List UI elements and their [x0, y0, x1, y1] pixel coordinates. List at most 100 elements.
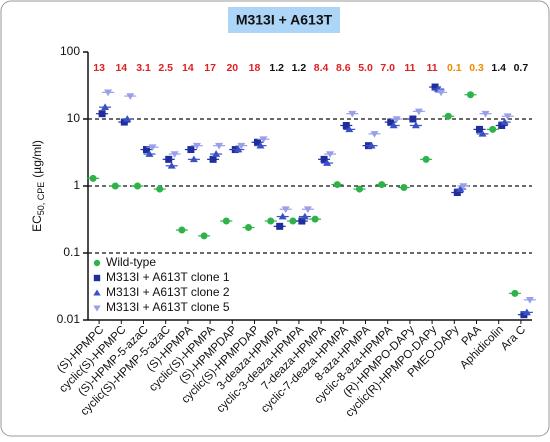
- fold-label: 5.0: [358, 62, 373, 74]
- marker: [134, 182, 141, 190]
- marker: [411, 121, 420, 129]
- marker: [111, 182, 119, 190]
- fold-label: 20: [226, 62, 238, 74]
- fold-label: 11: [427, 62, 438, 74]
- y-tick-label: 10: [67, 111, 81, 125]
- marker: [143, 146, 150, 154]
- marker: [511, 289, 519, 297]
- marker: [209, 155, 217, 163]
- marker: [326, 151, 335, 158]
- marker: [456, 185, 465, 192]
- marker: [387, 118, 395, 126]
- marker: [522, 308, 531, 316]
- marker: [89, 174, 97, 182]
- marker: [281, 206, 290, 214]
- marker: [422, 155, 430, 163]
- fold-label: 7.0: [380, 62, 395, 74]
- marker: [167, 161, 176, 169]
- marker: [437, 89, 446, 97]
- marker: [500, 118, 509, 125]
- y-tick-label: 0.01: [57, 312, 81, 326]
- fold-label: 13: [93, 62, 105, 74]
- marker: [101, 103, 110, 111]
- marker: [245, 224, 252, 232]
- marker: [453, 188, 461, 196]
- legend-label: Wild-type: [106, 255, 156, 269]
- marker: [323, 159, 332, 166]
- marker: [498, 121, 506, 129]
- marker: [320, 155, 328, 163]
- marker: [212, 150, 221, 157]
- fold-label: 1.2: [292, 62, 307, 74]
- marker: [345, 125, 354, 133]
- marker: [178, 226, 186, 234]
- fold-label: 18: [249, 62, 261, 74]
- marker: [278, 212, 287, 220]
- marker: [431, 83, 439, 91]
- fold-label: 2.5: [158, 62, 173, 74]
- fold-label: 1.4: [491, 62, 506, 74]
- marker: [459, 183, 468, 190]
- marker: [267, 217, 275, 225]
- marker: [148, 144, 157, 152]
- marker: [378, 181, 386, 189]
- marker: [259, 136, 268, 144]
- marker: [478, 130, 487, 137]
- marker: [356, 185, 363, 193]
- marker: [370, 131, 379, 138]
- marker: [120, 118, 128, 126]
- marker: [311, 215, 319, 223]
- fold-label: 0.3: [469, 62, 484, 74]
- marker: [400, 183, 408, 191]
- legend-label: M313I + A613T clone 5: [106, 300, 230, 314]
- marker: [389, 121, 398, 129]
- marker: [444, 112, 452, 120]
- marker: [145, 150, 154, 157]
- fold-label: 0.7: [514, 62, 529, 74]
- marker: [104, 89, 113, 97]
- marker: [476, 125, 483, 133]
- fold-label: 17: [204, 62, 216, 74]
- marker: [467, 91, 474, 99]
- marker: [234, 145, 243, 153]
- marker: [303, 206, 312, 214]
- marker: [481, 110, 490, 118]
- marker: [165, 155, 173, 163]
- marker: [289, 217, 297, 225]
- marker: [200, 232, 208, 240]
- legend-label: M313I + A613T clone 1: [106, 270, 230, 284]
- marker: [256, 141, 265, 149]
- y-tick-label: 100: [60, 44, 80, 58]
- marker: [93, 305, 101, 312]
- marker: [93, 274, 101, 282]
- fold-label: 3.1: [136, 62, 151, 74]
- marker: [215, 142, 224, 150]
- marker: [187, 146, 195, 154]
- marker: [300, 212, 309, 220]
- y-axis-label: EC50, CPE(µg/ml): [30, 140, 46, 232]
- marker: [156, 185, 164, 193]
- marker: [298, 217, 306, 225]
- marker: [525, 297, 534, 304]
- marker: [503, 113, 512, 121]
- marker: [222, 217, 230, 225]
- fold-label: 11: [404, 62, 415, 74]
- fold-label: 0.1: [447, 62, 462, 74]
- fold-label: 1.2: [269, 62, 284, 74]
- y-tick-label: 1: [73, 178, 80, 192]
- marker: [348, 110, 357, 118]
- marker: [414, 108, 423, 116]
- marker: [93, 259, 101, 267]
- marker: [93, 289, 101, 296]
- marker: [276, 222, 284, 230]
- title-box: [228, 7, 340, 33]
- fold-label: 14: [182, 62, 194, 74]
- marker: [254, 138, 261, 146]
- marker: [367, 141, 376, 149]
- marker: [126, 93, 135, 100]
- fold-label: 14: [115, 62, 127, 74]
- fold-label: 8.6: [336, 62, 351, 74]
- marker: [170, 151, 179, 158]
- chart-title: M313I + A613T: [236, 12, 333, 28]
